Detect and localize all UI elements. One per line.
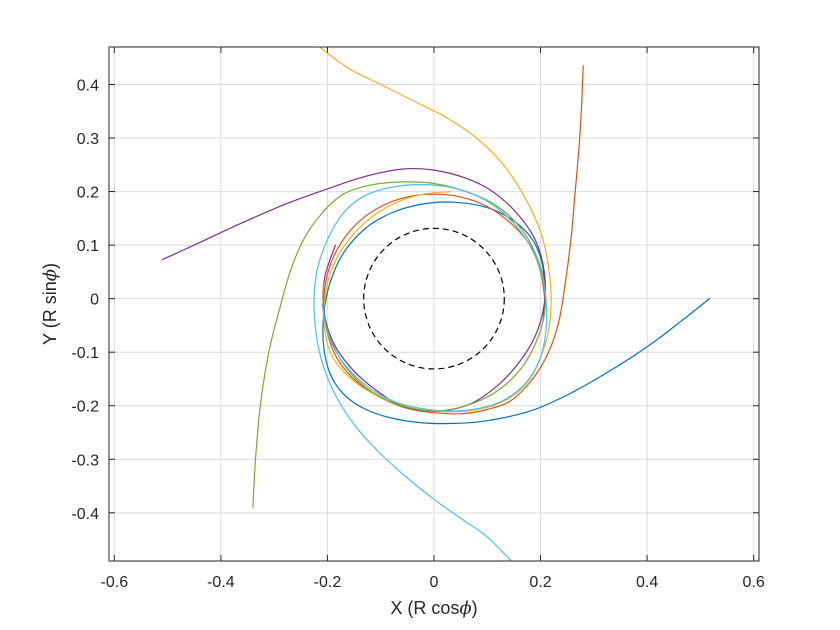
trajectory-series-3: [318, 46, 552, 413]
data-series: [161, 46, 711, 562]
trajectory-series-5: [252, 181, 547, 509]
y-tick-label: 0: [90, 292, 99, 309]
trajectory-series-6: [313, 184, 548, 562]
x-tick-label: -0.2: [314, 574, 342, 591]
y-tick-label: 0.4: [77, 77, 99, 94]
trajectory-series-2: [323, 65, 584, 415]
x-tick-labels: -0.6 -0.4 -0.2 0 0.2 0.4 0.6: [101, 574, 765, 591]
x-tick-label: -0.4: [207, 574, 235, 591]
y-tick-label: -0.3: [71, 452, 99, 469]
y-tick-label: 0.2: [77, 185, 99, 202]
trajectory-series-4: [161, 167, 547, 412]
y-axis-label: Y (R sinϕ): [40, 263, 61, 345]
x-tick-label: 0.6: [743, 574, 765, 591]
y-tick-label: -0.4: [71, 506, 99, 523]
x-axis-label: X (R cosϕ): [390, 598, 477, 619]
x-tick-label: -0.6: [101, 574, 129, 591]
event-horizon-circle: [363, 227, 505, 370]
y-axis-label-symbol: ϕ: [40, 269, 61, 281]
y-tick-label: 0.1: [77, 238, 99, 255]
x-tick-label: 0.2: [529, 574, 551, 591]
axes-border: [108, 46, 760, 562]
y-tick-label: -0.2: [71, 399, 99, 416]
y-tick-label: 0.3: [77, 131, 99, 148]
y-tick-labels: -0.4 -0.3 -0.2 -0.1 0 0.1 0.2 0.3 0.4: [71, 77, 99, 522]
x-axis-label-symbol: ϕ: [459, 598, 471, 619]
x-tick-label: 0: [430, 574, 439, 591]
y-tick-label: -0.1: [71, 345, 99, 362]
grid: [109, 47, 759, 561]
x-tick-label: 0.4: [636, 574, 658, 591]
